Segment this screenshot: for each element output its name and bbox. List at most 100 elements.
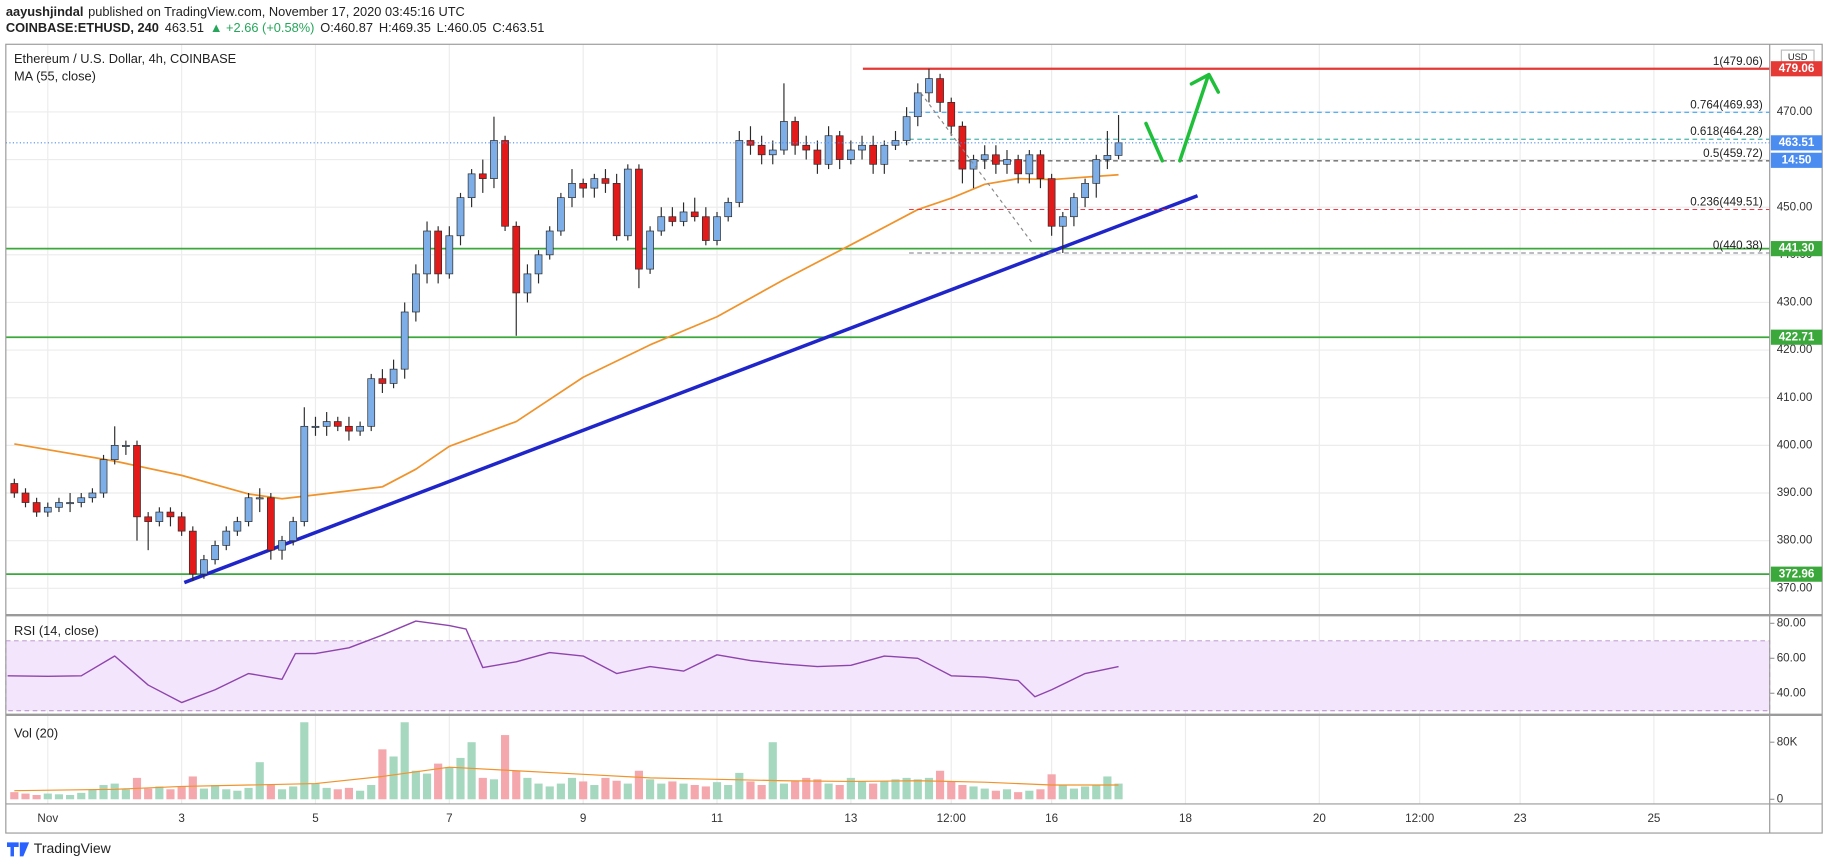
candle-body [1036,154,1045,179]
ma-legend: MA (55, close) [14,68,96,83]
volume-bar [924,777,934,800]
volume-bar [779,783,789,800]
candle-body [925,78,933,94]
volume-bar [1014,792,1023,800]
volume-bar [523,777,532,800]
volume-bar [1036,789,1045,800]
candle-body [623,168,632,237]
candle-body [813,149,822,165]
volume-bar [266,785,275,800]
candle-body [278,540,286,551]
candle-body [880,144,889,165]
candle-body [21,492,30,503]
volume-bar [1114,783,1123,800]
volume-bar [389,756,398,800]
header-line-2: COINBASE:ETHUSD, 240 463.51 ▲ +2.66 (+0.58… [6,21,545,36]
volume-bar [757,785,766,800]
x-tick-label: 25 [1647,812,1660,825]
candle-body [679,211,688,222]
candle-body [367,378,376,427]
candle-body [122,445,130,447]
candle-body [701,216,710,241]
candle-body [423,230,431,275]
rsi-band [5,640,1771,712]
volume-bar [311,783,320,800]
x-tick-label: Nov [37,812,58,825]
arrow-head [1189,72,1221,94]
volume-bar [646,779,655,800]
rsi-tick-label: 60.00 [1777,651,1807,664]
volume-bar [902,777,911,800]
candle-body [490,140,498,179]
volume-bar [880,781,889,800]
volume-bar [712,782,722,800]
volume-bar [155,786,164,800]
ohlc-close: C:463.51 [492,21,544,36]
candle-body [133,445,141,518]
candle-body [735,140,744,203]
candle-body [958,125,967,170]
candle-body [902,116,911,141]
candle-body [99,459,108,494]
volume-bar [623,783,632,800]
candle-body [545,230,554,256]
countdown-box [1770,152,1823,168]
candle-body [478,173,487,179]
volume-bar [277,789,287,800]
y-tick-label: 380.00 [1777,534,1813,547]
volume-bar [467,742,476,800]
volume-bar [333,789,342,800]
volume-bar [724,785,733,800]
candle-body [144,516,153,522]
volume-bar [690,785,699,800]
volume-bar [88,789,97,800]
fib-label: 1(479.06) [1713,55,1763,68]
volume-bar [768,742,777,800]
volume-bar [233,790,242,800]
volume-bar [188,776,197,800]
candle-body [244,497,253,522]
volume-bar [255,762,264,800]
volume-bar [935,770,945,800]
level-box [1770,329,1823,345]
candle-body [802,144,811,151]
candle-body [512,225,521,294]
candle-body [200,559,208,575]
candle-body [188,530,197,575]
fib-guide [920,92,1033,243]
candle-body [657,216,666,232]
volume-bar [289,786,298,800]
y-tick-label: 410.00 [1777,391,1813,404]
resistance-label: 479.06 [1779,62,1815,75]
volume-bar [1081,786,1090,800]
projection-arrow [1178,75,1210,163]
volume-bar [489,779,499,800]
candle-body [557,197,565,232]
candle-body [757,144,766,156]
x-tick-label: 20 [1313,812,1326,825]
candle-body [869,144,877,165]
volume-bar [478,777,487,800]
candle-body [66,502,74,505]
volume-bar [32,795,41,800]
ohlc-high: H:469.35 [379,21,431,36]
change: ▲ +2.66 (+0.58%) [210,21,315,36]
volume-bar [10,792,19,800]
volume-bar [1103,776,1112,800]
volume-bar [891,779,900,800]
candle-body [724,202,733,218]
x-tick-label: 5 [312,812,318,825]
candle-body [534,254,543,275]
volume-bar [534,783,543,800]
volume-bar [512,770,521,800]
x-tick-label: 12:00 [1405,812,1435,825]
candle-body [300,425,309,522]
candle-body [222,530,231,546]
candle-body [1025,154,1034,175]
volume-bar [590,785,599,800]
footer: TradingView [6,840,112,857]
volume-bar [411,770,420,800]
candle-body [601,178,610,184]
candle-body [211,545,219,561]
